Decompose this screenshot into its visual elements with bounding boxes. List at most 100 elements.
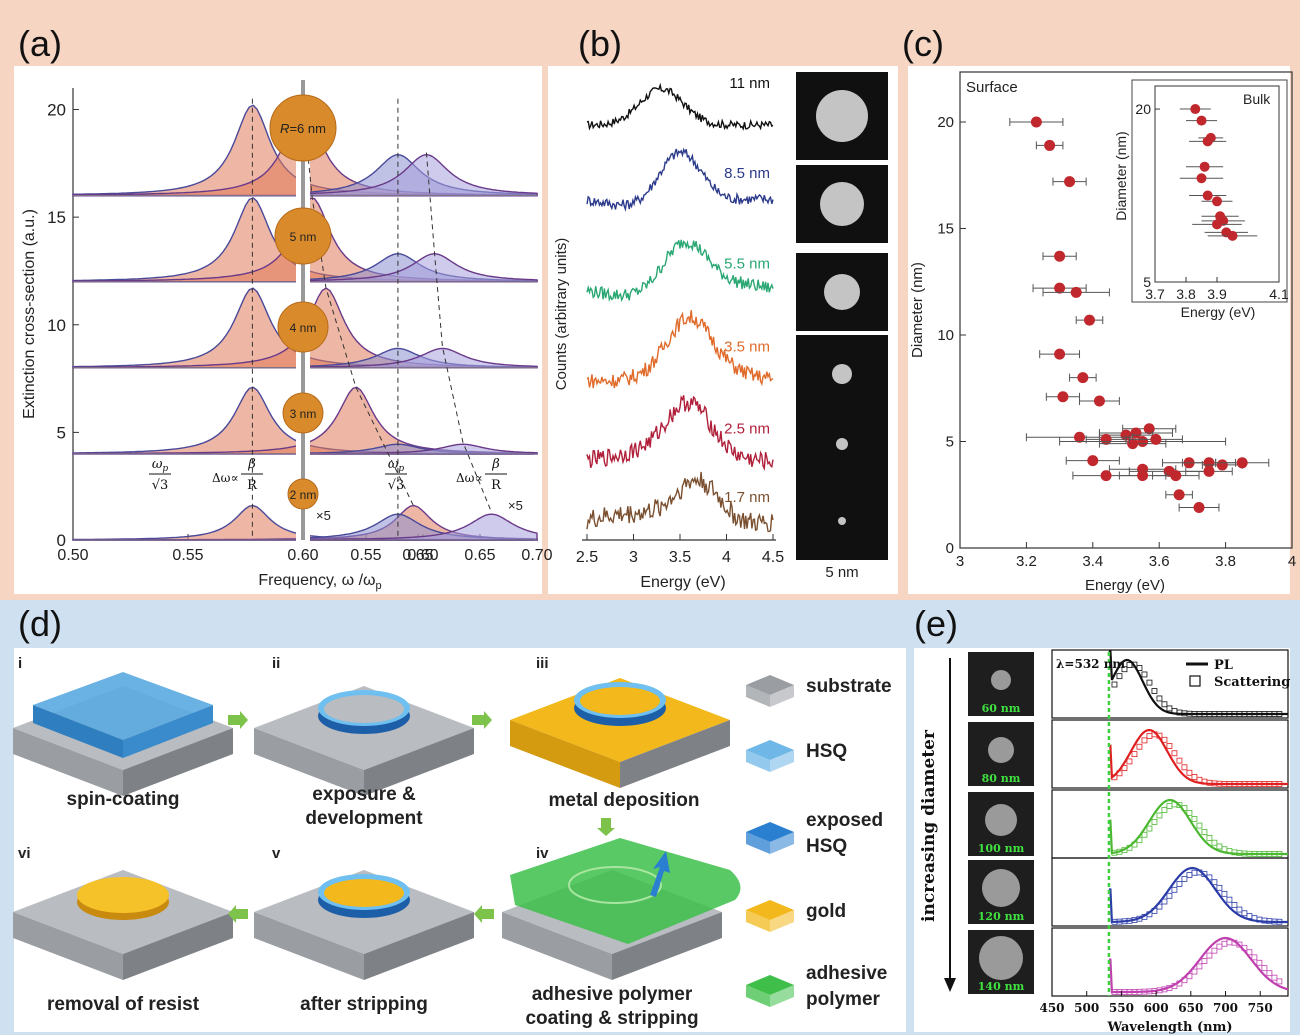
x-tick-label: 3.8 (1215, 553, 1236, 570)
x-axis-label: Energy (eV) (640, 574, 725, 591)
spectrum-line (586, 82, 774, 131)
substrate-v-right-face (364, 912, 474, 980)
beta-frac-left-den: R (247, 478, 258, 493)
scattering-point (1276, 851, 1283, 857)
step-label: development (305, 808, 423, 829)
scattering-point (1201, 829, 1208, 835)
scattering-point (1161, 701, 1168, 708)
x-tick-label: 4 (722, 549, 731, 566)
scale-bar-label: 5 nm (825, 564, 858, 581)
scattering-point (1176, 980, 1183, 987)
inset-data-point (1212, 196, 1222, 207)
scattering-point (1181, 875, 1188, 882)
x-tick-label: 0.55 (350, 547, 381, 564)
x-tick-label: 4.5 (762, 549, 784, 566)
step-label: after stripping (300, 994, 428, 1015)
y-tick-label: 20 (47, 101, 66, 120)
legend-label: gold (806, 901, 846, 922)
panel-label-d: (d) (18, 603, 62, 644)
data-point (1054, 348, 1066, 360)
x-tick-label: 3 (956, 553, 964, 570)
data-point (1074, 431, 1086, 443)
scattering-point (1236, 906, 1243, 913)
x-axis-label: Wavelength (nm) (1107, 1020, 1233, 1035)
x-tick-label: 0.65 (402, 547, 433, 564)
scattering-point (1156, 695, 1163, 702)
sphere-size-label: 4 nm (290, 321, 317, 335)
x-tick-label: 0.65 (464, 547, 495, 564)
y-tick-label: 15 (47, 208, 66, 227)
x-tick-label: 0.60 (407, 547, 438, 564)
inset-x-tick-label: 3.8 (1176, 286, 1196, 302)
step-number: iii (536, 655, 549, 672)
x-tick-label: 700 (1213, 1001, 1238, 1015)
panel-b-chart: 2.5 3 3.5 4 4.5 Energy (eV) Counts (arbitrary … (553, 72, 888, 591)
x-tick-label: 0.55 (172, 547, 203, 564)
scattering-point (1266, 970, 1273, 977)
data-point (1236, 457, 1248, 469)
particle-image (816, 90, 868, 142)
inset-y-label: Diameter (nm) (1113, 131, 1129, 220)
inset-x-tick-label: 3.7 (1145, 286, 1165, 302)
series-label: 2.5 nm (724, 421, 770, 438)
panel-label-c: (c) (902, 23, 944, 64)
omega-frac-left-den: √3 (152, 478, 169, 493)
step-label: coating & stripping (525, 1008, 698, 1029)
scattering-point (1171, 886, 1178, 893)
spectrum-line (586, 239, 774, 303)
scattering-point (1116, 770, 1123, 777)
x-tick-label: 450 (1039, 1001, 1064, 1015)
peak-shifted (308, 252, 538, 283)
y-tick-label: 5 (57, 423, 66, 442)
sem-particle (985, 804, 1017, 836)
panel-label-b: (b) (578, 23, 622, 64)
scattering-point (1271, 974, 1278, 981)
peak-shifted (308, 153, 538, 197)
data-point (1030, 116, 1042, 128)
substrate-iv-left-face (502, 912, 612, 980)
gold-disk-top (77, 877, 169, 913)
x-axis-label: Energy (eV) (1085, 577, 1165, 594)
pl-line (1107, 650, 1288, 716)
scattering-point (1141, 831, 1148, 838)
scattering-point (1206, 874, 1213, 881)
scattering-point (1151, 907, 1158, 914)
scattering-point (1186, 973, 1193, 980)
series-label: 1.7 nm (724, 489, 770, 506)
inset-x-tick-label: 3.9 (1207, 286, 1227, 302)
scattering-point (1211, 839, 1218, 846)
peak-shifted (308, 443, 538, 455)
sem-particle (991, 670, 1011, 690)
subplot-frame (1051, 719, 1289, 789)
scattering-point (1171, 750, 1178, 757)
step-number: i (18, 655, 22, 672)
y-tick-label: 0 (57, 531, 66, 550)
scattering-point (1141, 737, 1148, 744)
scattering-point (1216, 884, 1223, 891)
data-point (1044, 139, 1056, 151)
arrow-v-vi (228, 905, 248, 923)
step-number: ii (272, 655, 280, 672)
substrate-i-right-face (123, 728, 233, 796)
delta-omega-right: Δω∝ (456, 471, 483, 485)
step-label: adhesive polymer (532, 984, 693, 1005)
spectrum-line (586, 147, 774, 212)
scattering-point (1201, 958, 1208, 964)
scattering-point (1276, 711, 1283, 717)
scattering-point (1121, 666, 1128, 673)
series-label: 8.5 nm (724, 165, 770, 182)
step-number: v (272, 845, 281, 862)
legend-swatch-left (746, 685, 770, 707)
series-label: 11 nm (729, 75, 770, 92)
step-label: metal deposition (549, 790, 700, 811)
scattering-point (1146, 679, 1153, 686)
legend-swatch-right (770, 985, 794, 1007)
legend-swatch-left (746, 750, 770, 772)
arrow-iv-v (474, 905, 494, 923)
sphere-particle (287, 478, 319, 510)
inset-data-point (1190, 104, 1201, 115)
scattering-point (1186, 769, 1193, 776)
scattering-point (1226, 896, 1233, 903)
